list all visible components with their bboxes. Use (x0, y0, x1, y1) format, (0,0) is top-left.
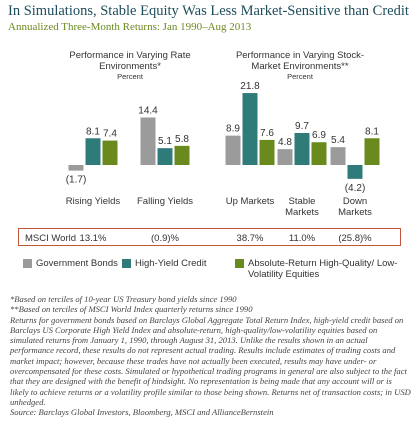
value-label: 14.4 (138, 105, 158, 116)
subtitle: Annualized Three-Month Returns: Jan 1990… (8, 21, 252, 33)
category-label: Falling Yields (137, 196, 193, 207)
chart-subtitle: Percent (117, 72, 143, 81)
bar-charts: (1.7)8.1 7.414.45.1 5.88.921.87.64.89.76.9… (66, 81, 380, 194)
footnote: Source: Barclays Global Investors, Bloom… (10, 407, 274, 418)
value-label: 21.8 (240, 81, 260, 92)
legend-swatch (122, 259, 131, 268)
bar (242, 93, 258, 165)
category-label: Up Markets (225, 196, 275, 207)
value-label: 7.4 (103, 129, 117, 140)
value-label: (4.2) (345, 183, 366, 194)
value-label: 8.9 (226, 124, 240, 135)
msci-value: (25.8)% (338, 233, 372, 244)
value-label: 5.1 (158, 136, 172, 147)
legend-label: High-Yield Credit (135, 258, 207, 269)
value-label: 6.9 (312, 130, 326, 141)
value-label: (1.7) (66, 175, 87, 186)
bar (102, 140, 118, 165)
value-label: 4.8 (278, 137, 292, 148)
legend-swatch (23, 259, 32, 268)
value-label: 5.8 (175, 134, 189, 145)
footnotes: *Based on terciles of 10-year US Treasur… (10, 294, 412, 418)
legend-swatch (235, 259, 244, 268)
value-label: 9.7 (295, 121, 309, 132)
bar (347, 165, 363, 179)
bar (294, 132, 310, 165)
category-label: Stable Markets (285, 196, 319, 218)
category-label: Rising Yields (65, 196, 121, 207)
bar (364, 138, 380, 165)
value-label: 5.4 (331, 135, 345, 146)
msci-value: 38.7% (236, 233, 264, 244)
footnote: **Based on terciles of MSCI World Index … (10, 304, 253, 315)
legend-label: Government Bonds (36, 258, 118, 269)
title: In Simulations, Stable Equity Was Less M… (8, 3, 409, 19)
legend-label: Absolute-Return High-Quality/ Low-Volati… (248, 258, 398, 280)
msci-label: MSCI World (25, 233, 77, 244)
msci-value: 13.1% (79, 233, 107, 244)
bar (277, 149, 293, 165)
bar (85, 138, 101, 165)
msci-box (18, 228, 401, 246)
bar (225, 135, 241, 165)
chart-title: Performance in Varying Stock-Market Envi… (235, 50, 365, 72)
value-label: 8.1 (86, 126, 100, 137)
bar (68, 165, 84, 171)
bar (174, 145, 190, 165)
bar (330, 147, 346, 165)
chart-title: Performance in Varying Rate Environments… (69, 50, 191, 72)
msci-value: 11.0% (288, 233, 316, 244)
footnote: Returns for government bonds based on Ba… (10, 314, 411, 407)
bar (157, 148, 173, 165)
category-label: Down Markets (338, 196, 372, 218)
footnote: *Based on terciles of 10-year US Treasur… (10, 294, 237, 304)
msci-value: (0.9)% (151, 233, 179, 244)
chart-subtitle: Percent (287, 72, 313, 81)
value-label: 7.6 (260, 128, 274, 139)
value-label: 8.1 (365, 126, 379, 137)
bar (311, 142, 327, 165)
bar (259, 139, 275, 165)
bar (140, 117, 156, 165)
